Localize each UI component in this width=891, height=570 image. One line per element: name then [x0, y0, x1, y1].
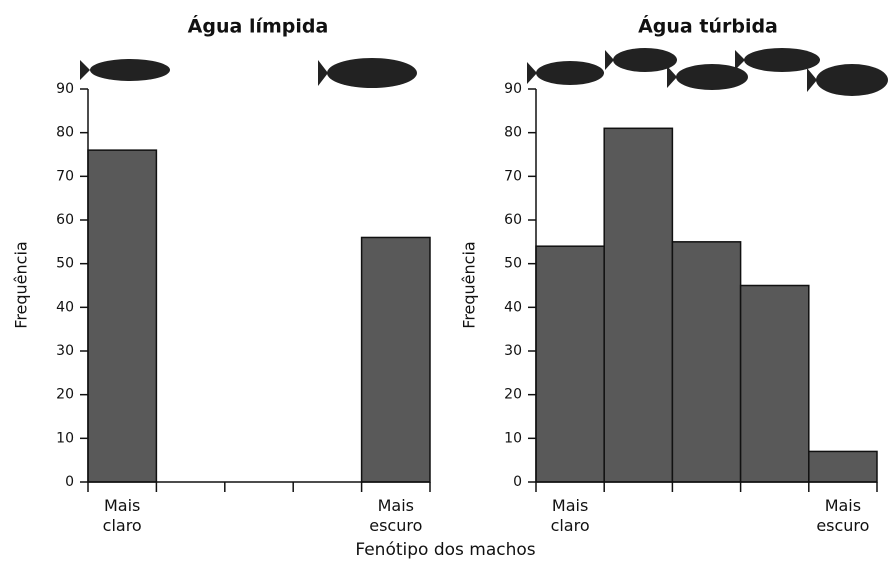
chart-title: Água túrbida: [638, 15, 778, 38]
bar: [808, 450, 878, 483]
y-tick-label: 0: [513, 474, 522, 490]
chart-title: Água límpida: [188, 15, 329, 38]
y-tick-label: 20: [504, 387, 522, 403]
y-tick-label: 80: [56, 125, 74, 141]
y-tick-label: 50: [504, 256, 522, 272]
bar: [87, 149, 158, 483]
x-tick-label: Mais claro: [550, 496, 590, 535]
x-tick-label: Mais escuro: [816, 496, 870, 535]
x-tick-label: Mais escuro: [369, 496, 423, 535]
y-tick-label: 70: [56, 168, 74, 184]
bar: [360, 236, 431, 483]
y-axis-label: Frequência: [460, 241, 479, 328]
y-tick-label: 80: [504, 125, 522, 141]
y-tick-label: 60: [56, 212, 74, 228]
bar: [739, 284, 810, 483]
y-tick-label: 10: [56, 430, 74, 446]
fish-icons: [80, 48, 888, 96]
y-tick-label: 70: [504, 168, 522, 184]
y-tick-label: 10: [504, 430, 522, 446]
y-tick-label: 50: [56, 256, 74, 272]
bar: [535, 245, 605, 483]
y-tick-label: 60: [504, 212, 522, 228]
bar: [603, 127, 674, 483]
y-tick-label: 40: [504, 299, 522, 315]
y-tick-label: 30: [504, 343, 522, 359]
y-tick-label: 0: [65, 474, 74, 490]
x-axis-label: Fenótipo dos machos: [355, 540, 536, 560]
y-tick-label: 90: [56, 81, 74, 97]
bar: [671, 241, 742, 483]
y-tick-label: 20: [56, 387, 74, 403]
y-tick-label: 90: [504, 81, 522, 97]
y-tick-label: 30: [56, 343, 74, 359]
y-tick-label: 40: [56, 299, 74, 315]
y-axis-label: Frequência: [12, 241, 31, 328]
x-tick-label: Mais claro: [102, 496, 142, 535]
